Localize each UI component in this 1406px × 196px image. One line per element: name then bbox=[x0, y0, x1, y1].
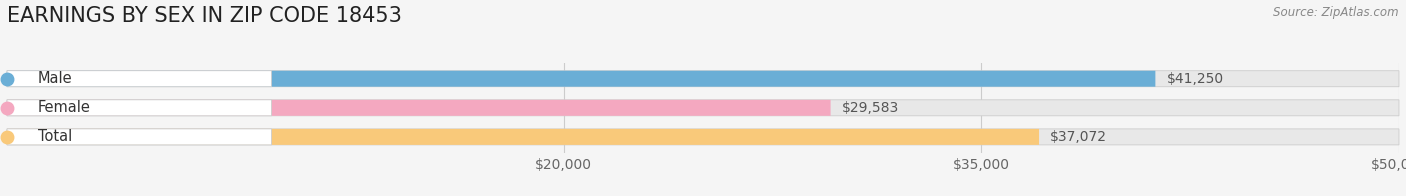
Text: Source: ZipAtlas.com: Source: ZipAtlas.com bbox=[1274, 6, 1399, 19]
Text: $29,583: $29,583 bbox=[842, 101, 898, 115]
Text: Male: Male bbox=[38, 71, 72, 86]
FancyBboxPatch shape bbox=[7, 129, 1039, 145]
FancyBboxPatch shape bbox=[7, 129, 271, 145]
Text: Female: Female bbox=[38, 100, 90, 115]
FancyBboxPatch shape bbox=[7, 71, 1156, 87]
FancyBboxPatch shape bbox=[7, 100, 831, 116]
FancyBboxPatch shape bbox=[7, 129, 1399, 145]
Text: Total: Total bbox=[38, 129, 72, 144]
Text: $41,250: $41,250 bbox=[1167, 72, 1223, 86]
FancyBboxPatch shape bbox=[7, 100, 1399, 116]
Text: EARNINGS BY SEX IN ZIP CODE 18453: EARNINGS BY SEX IN ZIP CODE 18453 bbox=[7, 6, 402, 26]
FancyBboxPatch shape bbox=[7, 71, 271, 87]
Text: $37,072: $37,072 bbox=[1050, 130, 1107, 144]
FancyBboxPatch shape bbox=[7, 71, 1399, 87]
FancyBboxPatch shape bbox=[7, 100, 271, 116]
